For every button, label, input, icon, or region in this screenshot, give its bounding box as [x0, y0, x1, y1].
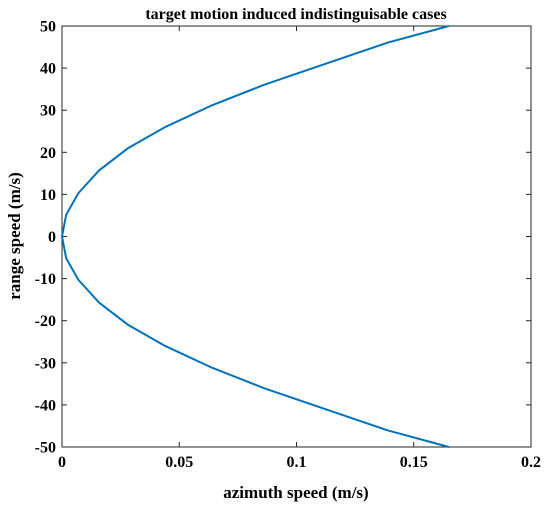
- plot-area-frame: [61, 25, 532, 448]
- axis-ticks: 0 0.05 0.1 0.15 0.2 -50 -40 -30 -20 -10 0 10 20 30 40 5…: [35, 19, 541, 472]
- series-line: [61, 25, 450, 448]
- x-tick-label: 0.2: [521, 454, 541, 471]
- y-tick-label: -20: [35, 313, 56, 330]
- x-tick-label: 0: [58, 454, 66, 471]
- y-tick-label: 0: [48, 229, 56, 246]
- y-tick-label: 10: [40, 187, 56, 204]
- x-tick-label: 0.15: [400, 454, 428, 471]
- series-line-layer: [61, 25, 450, 448]
- y-tick-label: -10: [35, 271, 56, 288]
- y-tick-label: -50: [35, 440, 56, 457]
- y-axis-label: range speed (m/s): [5, 172, 24, 299]
- y-tick-label: 30: [40, 103, 56, 120]
- x-axis-label: azimuth speed (m/s): [223, 483, 368, 502]
- y-tick-label: -40: [35, 397, 56, 414]
- y-tick-label: 40: [40, 61, 56, 78]
- x-tick-label: 0.05: [165, 454, 193, 471]
- chart-title: target motion induced indistinguisable c…: [145, 6, 446, 23]
- y-tick-label: 50: [40, 19, 56, 36]
- y-tick-label: -30: [35, 355, 56, 372]
- x-tick-label: 0.1: [287, 454, 307, 471]
- y-tick-label: 20: [40, 145, 56, 162]
